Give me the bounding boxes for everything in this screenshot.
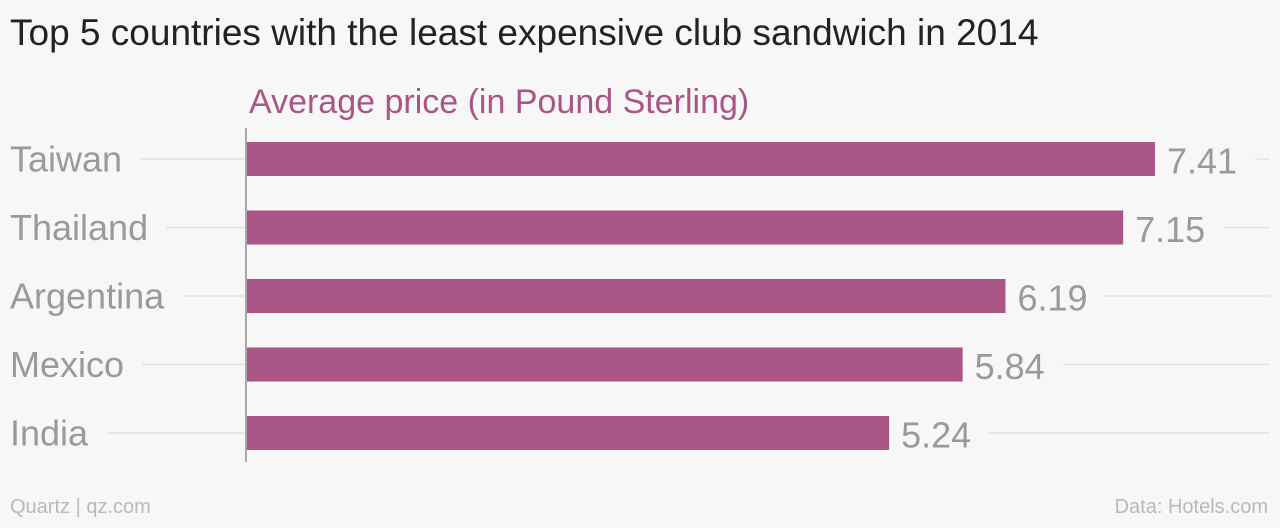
- bar: [247, 142, 1155, 176]
- gridlines: [107, 158, 1270, 434]
- bars: [247, 142, 1155, 450]
- bar: [247, 279, 1006, 313]
- data-source: Data: Hotels.com: [1114, 496, 1268, 518]
- value-label: 5.84: [975, 346, 1045, 387]
- value-label: 6.19: [1018, 278, 1088, 319]
- source-credit: Quartz | qz.com: [10, 496, 151, 518]
- category-label: Mexico: [10, 344, 124, 385]
- category-label: Argentina: [10, 276, 165, 317]
- category-label: Thailand: [10, 207, 148, 248]
- bar: [247, 416, 890, 450]
- value-label: 5.24: [901, 415, 971, 456]
- bar: [247, 210, 1124, 245]
- series-label: Average price (in Pound Sterling): [249, 83, 749, 121]
- value-label: 7.15: [1135, 209, 1205, 250]
- category-label: India: [10, 413, 89, 454]
- value-labels: 7.41 7.15 6.19 5.845.24: [901, 141, 1237, 456]
- chart-title: Top 5 countries with the least expensive…: [10, 12, 1039, 53]
- bar: [247, 347, 963, 382]
- category-labels: Taiwan Thailand Argentina Mexico India: [10, 139, 165, 454]
- category-label: Taiwan: [10, 139, 122, 180]
- value-label: 7.41: [1167, 141, 1237, 182]
